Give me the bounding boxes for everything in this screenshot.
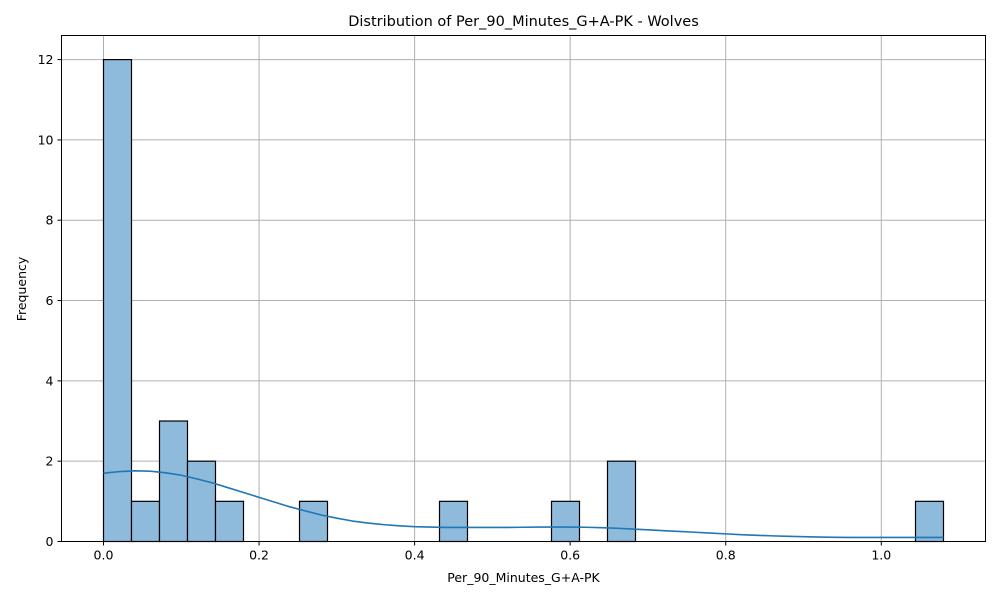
- histogram-bar: [298, 500, 329, 543]
- y-tick-label: 2: [46, 454, 54, 469]
- histogram-bar: [914, 500, 945, 543]
- histogram-bar: [214, 500, 245, 543]
- y-tick-label: 12: [38, 52, 54, 67]
- x-tick-label: 0.0: [94, 548, 114, 563]
- chart-title: Distribution of Per_90_Minutes_G+A-PK - …: [348, 14, 699, 30]
- histogram-bar: [186, 460, 217, 543]
- x-tick-label: 0.4: [405, 548, 425, 563]
- x-tick-label: 0.8: [716, 548, 736, 563]
- histogram-bars: [102, 58, 945, 543]
- x-tick-label: 0.6: [560, 548, 580, 563]
- y-tick-label: 6: [46, 293, 54, 308]
- grid-lines: [61, 35, 986, 542]
- histogram-bar: [158, 420, 189, 543]
- kde-line: [103, 470, 944, 539]
- y-axis-label: Frequency: [14, 256, 29, 321]
- y-axis-ticks: 0 2 4 6 8 10 12: [38, 52, 62, 549]
- plot-frame: [61, 35, 986, 542]
- histogram-bar: [130, 500, 161, 543]
- kde-curve-layer: [103, 470, 944, 539]
- histogram-bar: [438, 500, 469, 543]
- x-axis-label: Per_90_Minutes_G+A-PK: [447, 570, 600, 585]
- y-tick-label: 8: [46, 213, 54, 228]
- y-tick-label: 10: [38, 132, 54, 147]
- x-axis-ticks: 0.0 0.2 0.4 0.6 0.8 1.0: [94, 541, 891, 563]
- y-tick-label: 0: [46, 534, 54, 549]
- x-tick-label: 1.0: [871, 548, 891, 563]
- histogram-bar: [102, 58, 133, 543]
- histogram-bar: [550, 500, 581, 543]
- x-tick-label: 0.2: [249, 548, 269, 563]
- y-tick-label: 4: [46, 373, 54, 388]
